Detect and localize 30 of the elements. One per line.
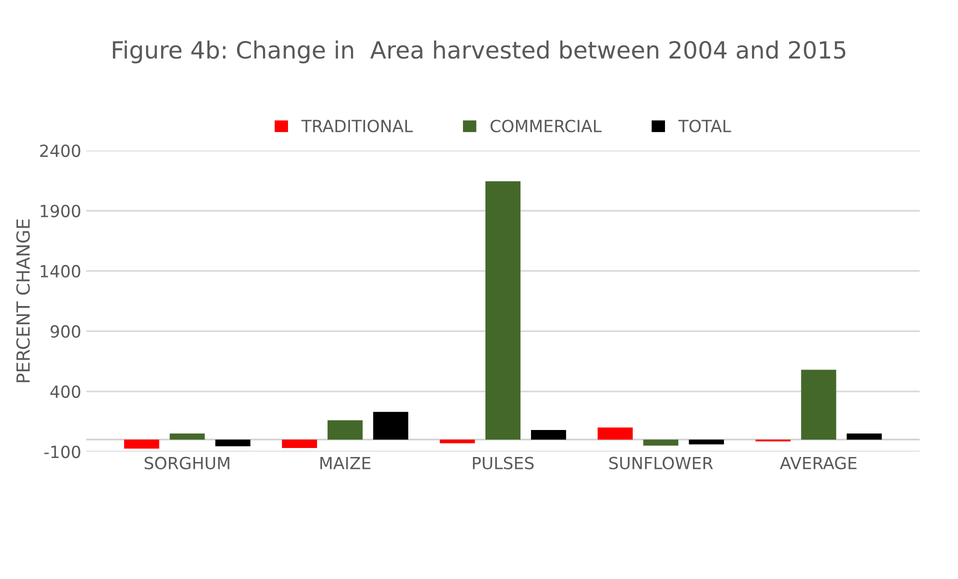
y-axis-title: PERCENT CHANGE <box>16 219 30 382</box>
x-tick-label: SUNFLOWER <box>609 456 713 470</box>
bar <box>373 412 408 440</box>
y-tick-label: 400 <box>50 385 80 398</box>
bar <box>643 440 678 446</box>
y-tick-label: 2400 <box>40 144 80 158</box>
bar <box>124 440 160 449</box>
bar <box>531 430 566 440</box>
bar <box>598 428 633 440</box>
bar <box>688 440 724 444</box>
bar <box>170 434 205 440</box>
legend-label: TOTAL <box>678 120 732 132</box>
bar <box>328 420 363 440</box>
bar <box>440 440 475 444</box>
bar <box>282 440 318 448</box>
bar <box>846 434 882 440</box>
x-tick-label: SORGHUM <box>144 456 230 470</box>
y-tick-label: 900 <box>50 325 80 338</box>
bar <box>801 370 836 440</box>
y-tick-label: 1400 <box>40 264 80 278</box>
legend-label: COMMERCIAL <box>490 120 602 132</box>
legend-label: TRADITIONAL <box>301 120 413 132</box>
chart-title: Figure 4b: Change in Area harvested between 2004 and 2015 <box>112 40 846 64</box>
bar <box>485 181 520 440</box>
y-tick-label: 1900 <box>40 204 80 218</box>
x-tick-label: PULSES <box>472 456 534 470</box>
bar <box>215 440 250 446</box>
x-tick-label: MAIZE <box>320 456 370 470</box>
y-tick-label: -100 <box>44 446 80 458</box>
x-tick-label: AVERAGE <box>780 456 856 470</box>
